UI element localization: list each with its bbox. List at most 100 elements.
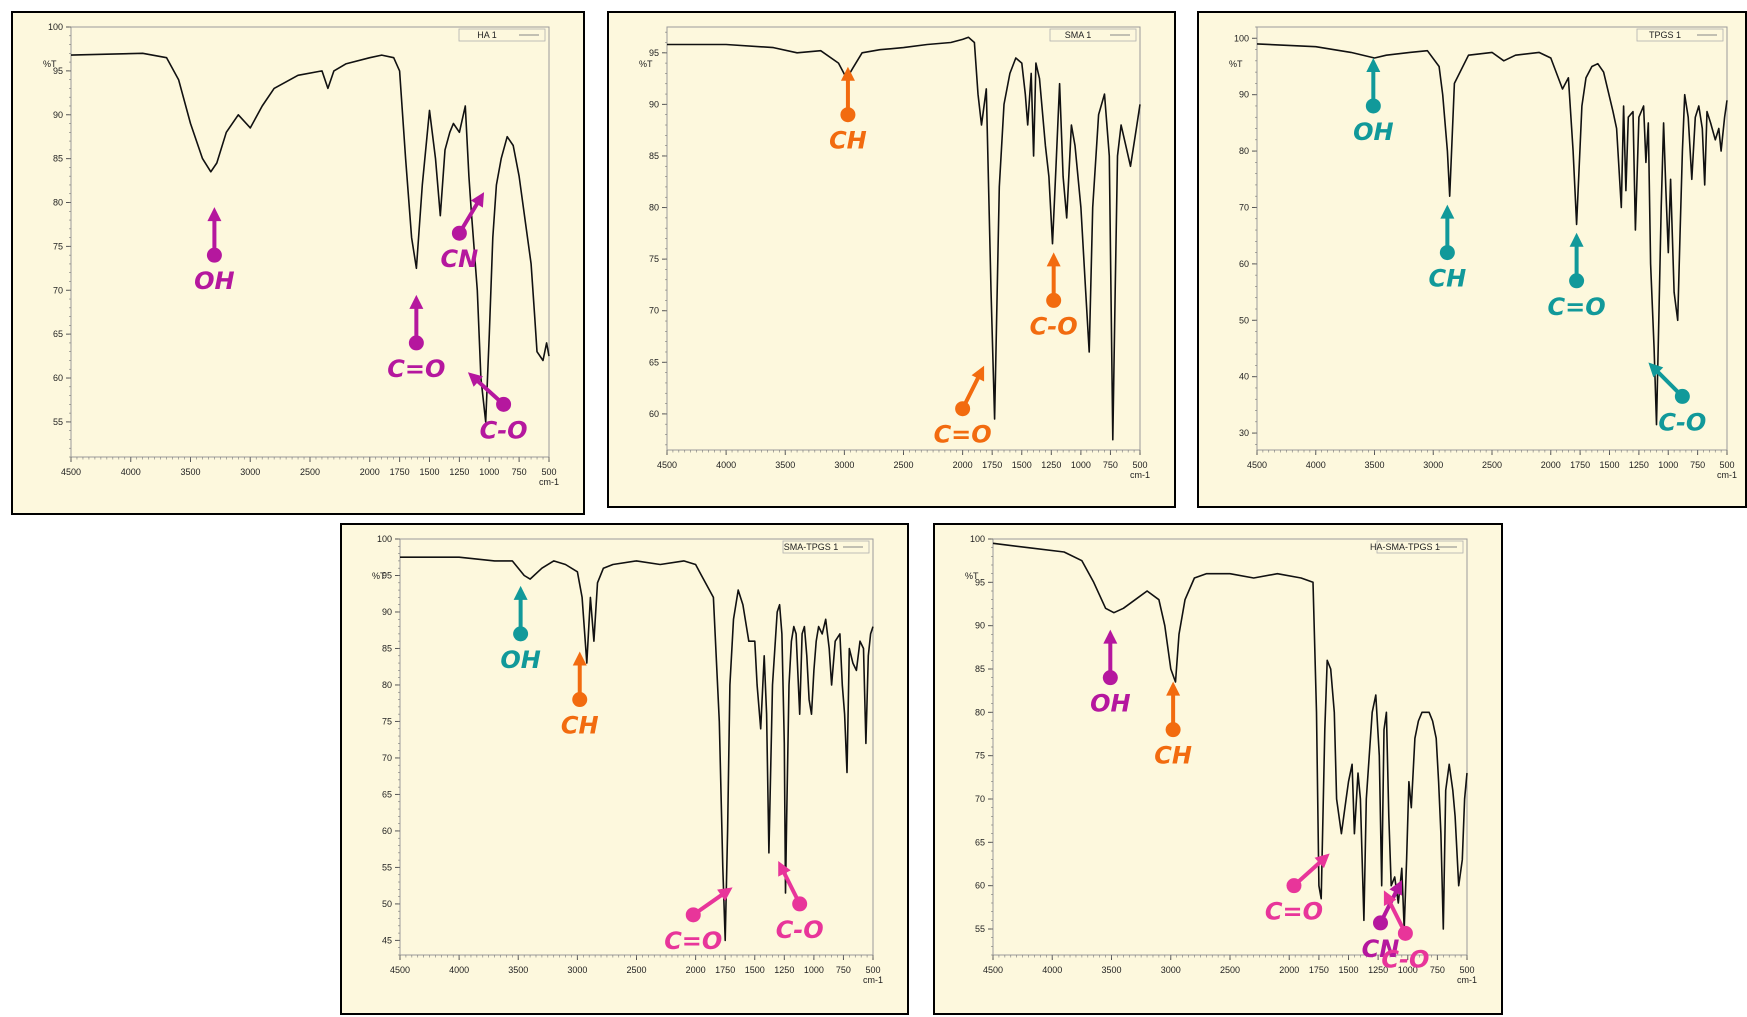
annotation-arrow-head [778,860,791,877]
y-tick-label: 100 [377,534,392,544]
x-axis-label: cm-1 [1717,470,1737,480]
annotation-arrow-head [1389,880,1402,896]
x-tick-label: 3000 [240,467,260,477]
spectrum-chart-tpgs: TPGS 1 30 40 50 60 70 80 90 100 %T 4500 4000 3500 300… [1229,26,1737,480]
annotation: C-O [1648,362,1706,436]
y-tick-label: 90 [382,607,392,617]
y-tick-label: 60 [1239,259,1249,269]
y-tick-label: 70 [649,306,659,316]
annotation: CH [1154,681,1192,770]
x-tick-label: 3000 [1423,460,1443,470]
spectrum-panel-ha: HA 1 55 60 65 70 75 80 85 90 95 100 %T 4500 4000 3500 3… [11,11,585,515]
x-tick-label: 2000 [953,460,973,470]
y-tick-label: 100 [970,534,985,544]
x-tick-label: 4500 [390,965,410,975]
x-tick-label: 1750 [1309,965,1329,975]
annotation-arrow-head [1648,362,1664,378]
x-tick-label: 2500 [893,460,913,470]
annotation: CH [829,66,867,155]
annotation-label: CN [441,245,479,273]
x-tick-label: 3500 [775,460,795,470]
x-tick-label: 500 [1132,460,1147,470]
annotation: C=O [664,887,733,955]
x-tick-label: 750 [1690,460,1705,470]
annotation-dot [513,626,529,642]
y-axis-label: %T [372,571,386,581]
y-tick-label: 90 [53,110,63,120]
x-tick-label: 2000 [1279,965,1299,975]
y-tick-label: 65 [649,357,659,367]
spectrum-chart-ha: HA 1 55 60 65 70 75 80 85 90 95 100 %T 4500 4000 3500 3… [43,22,559,487]
annotation-label: CH [1428,265,1466,293]
annotation-arrow-head [1440,204,1455,219]
plot-frame [1256,26,1728,451]
annotation-arrow-head [840,66,855,81]
annotation-label: C=O [664,927,722,955]
x-tick-label: 4500 [657,460,677,470]
legend-entry: SMA 1 [1065,30,1092,40]
x-axis-label: cm-1 [863,975,883,985]
x-tick-label: 3500 [1101,965,1121,975]
y-tick-label: 90 [649,99,659,109]
x-tick-label: 3500 [508,965,528,975]
y-tick-label: 90 [1239,90,1249,100]
legend: TPGS 1 [1636,28,1724,42]
spectrum-chart-sma-tpgs: SMA-TPGS 1 45 50 55 60 65 70 75 80 85 90 95 100 %T 450… [372,534,883,985]
x-tick-label: 750 [512,467,527,477]
annotation: C-O [776,860,824,944]
y-tick-label: 60 [649,409,659,419]
annotation-arrow-head [1366,57,1381,72]
annotation-label: C=O [1265,898,1323,926]
legend: SMA-TPGS 1 [782,540,870,554]
y-tick-label: 70 [975,794,985,804]
y-tick-label: 80 [1239,146,1249,156]
legend-box [458,28,546,42]
y-tick-label: 100 [48,22,63,32]
x-tick-label: 1000 [479,467,499,477]
x-tick-label: 4000 [716,460,736,470]
annotation-label: C-O [776,916,824,944]
annotation-dot [1397,925,1413,941]
x-tick-label: 1500 [419,467,439,477]
y-tick-label: 70 [53,285,63,295]
x-tick-label: 750 [1430,965,1445,975]
annotation-dot [1165,722,1181,738]
y-tick-label: 85 [53,154,63,164]
spectrum-line [992,542,1468,930]
x-tick-label: 2000 [686,965,706,975]
y-tick-label: 55 [382,862,392,872]
annotation-arrow-head [1383,890,1397,907]
x-tick-label: 4000 [1306,460,1326,470]
y-tick-label: 80 [53,198,63,208]
x-tick-label: 3500 [180,467,200,477]
x-tick-label: 1250 [774,965,794,975]
annotation-label: CN [1362,935,1400,963]
annotation-dot [1372,915,1388,931]
legend-entry: HA-SMA-TPGS 1 [1370,542,1440,552]
legend: SMA 1 [1049,28,1137,42]
annotation-arrow-head [470,192,485,208]
annotation-label: C=O [387,355,445,383]
x-tick-label: 1500 [745,965,765,975]
y-tick-label: 55 [53,417,63,427]
x-tick-label: 3000 [834,460,854,470]
y-axis-label: %T [965,571,979,581]
annotation-dot [1046,292,1062,308]
plot-frame [399,538,874,956]
annotation-dot [1102,670,1118,686]
y-tick-label: 45 [382,935,392,945]
y-tick-label: 65 [975,837,985,847]
y-tick-label: 55 [975,924,985,934]
legend: HA 1 [458,28,546,42]
x-tick-label: 4000 [121,467,141,477]
x-tick-label: 1000 [804,965,824,975]
spectrum-panel-tpgs: TPGS 1 30 40 50 60 70 80 90 100 %T 4500 4000 3500 300… [1197,11,1747,508]
x-tick-label: 500 [541,467,556,477]
spectrum-panel-ha-sma-tpgs: HA-SMA-TPGS 1 55 60 65 70 75 80 85 90 95 100 %T 4500… [933,523,1503,1015]
x-tick-label: 1750 [715,965,735,975]
annotation-dot [840,107,856,123]
annotation-dot [496,396,512,412]
annotation-dot [792,896,808,912]
y-axis-label: %T [1229,59,1243,69]
legend-entry: SMA-TPGS 1 [784,542,839,552]
